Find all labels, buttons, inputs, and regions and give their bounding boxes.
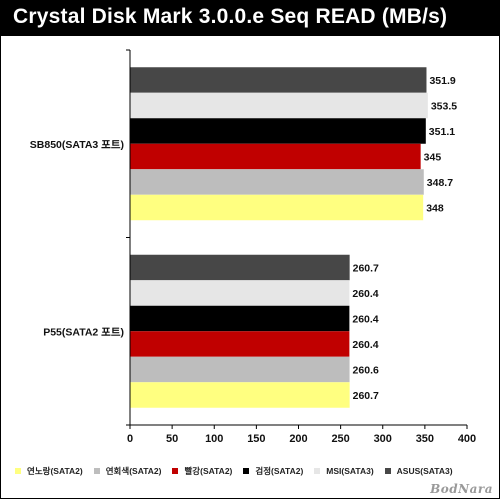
bar [130, 92, 428, 119]
bar [130, 118, 426, 144]
legend-swatch [243, 468, 250, 474]
x-tick-label: 250 [331, 433, 349, 445]
legend-label: MSI(SATA3) [326, 466, 374, 476]
title-bar: Crystal Disk Mark 3.0.0.e Seq READ (MB/s… [1, 1, 499, 36]
legend-swatch [314, 468, 321, 474]
data-label: 260.4 [352, 288, 378, 300]
x-tick-label: 400 [458, 433, 476, 445]
bar [130, 305, 350, 332]
data-label: 348.7 [427, 177, 453, 189]
data-label: 351.1 [429, 126, 455, 138]
bar [130, 67, 427, 93]
legend-item: MSI(SATA3) [314, 466, 374, 476]
bar [130, 194, 424, 221]
legend-item: 빨강(SATA2) [172, 465, 232, 477]
bar [130, 280, 350, 306]
legend-item: 연회색(SATA2) [93, 465, 162, 477]
legend-label: 빨강(SATA2) [184, 466, 233, 476]
legend-swatch [384, 468, 391, 474]
legend-swatch [172, 468, 179, 474]
chart-title: Crystal Disk Mark 3.0.0.e Seq READ (MB/s… [13, 5, 448, 28]
legend-item: 검정(SATA2) [243, 465, 303, 477]
bar [130, 331, 350, 357]
legend-swatch [15, 468, 21, 474]
data-label: 353.5 [431, 101, 457, 113]
bar [130, 169, 424, 195]
data-label: 260.4 [352, 339, 378, 351]
data-label: 260.6 [353, 365, 379, 377]
legend-item: ASUS(SATA3) [384, 466, 453, 476]
x-tick-label: 100 [205, 433, 223, 445]
legend-label: 연회색(SATA2) [105, 466, 162, 476]
chart-legend: 연노랑(SATA2) 연회색(SATA2) 빨강(SATA2) 검정(SATA2) MS… [15, 463, 495, 479]
watermark-logo: BodNara [430, 482, 493, 496]
bar [130, 254, 350, 281]
category-label: P55(SATA2 포트) [43, 326, 124, 338]
data-label: 260.7 [353, 390, 379, 402]
legend-label: 연노랑(SATA2) [27, 466, 83, 476]
bar [130, 143, 421, 170]
x-tick-label: 200 [289, 433, 307, 445]
legend-swatch [93, 468, 100, 474]
data-label: 260.4 [352, 314, 378, 326]
data-label: 260.7 [353, 263, 379, 275]
legend-item: 연노랑(SATA2) [15, 465, 83, 477]
data-label: 348 [426, 203, 444, 215]
data-label: 345 [424, 152, 442, 164]
x-tick-label: 350 [416, 433, 434, 445]
legend-label: 검정(SATA2) [255, 466, 304, 476]
category-label: SB850(SATA3 포트) [30, 139, 124, 151]
bar [130, 356, 350, 383]
legend-label: ASUS(SATA3) [396, 466, 453, 476]
data-label: 351.9 [429, 75, 455, 87]
x-tick-label: 0 [127, 433, 133, 445]
bar [130, 382, 350, 408]
x-tick-label: 300 [374, 433, 392, 445]
x-tick-label: 50 [166, 433, 178, 445]
x-tick-label: 150 [247, 433, 265, 445]
